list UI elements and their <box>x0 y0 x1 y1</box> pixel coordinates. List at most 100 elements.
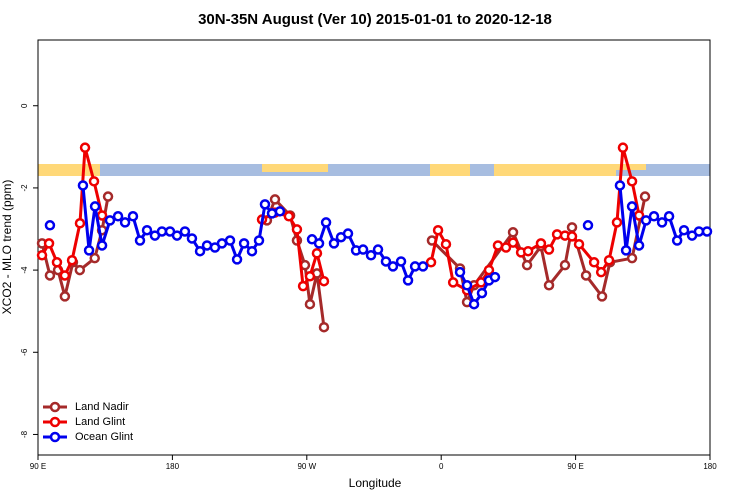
series-point <box>387 261 399 272</box>
series-point <box>291 224 303 235</box>
series-point <box>425 257 437 268</box>
series-point <box>311 248 323 259</box>
series-point <box>678 224 690 236</box>
series-point <box>633 240 645 251</box>
series-point <box>461 280 473 291</box>
series-point <box>96 240 108 251</box>
x-tick-label: 180 <box>166 462 180 471</box>
series-point <box>231 254 243 265</box>
series-point <box>614 180 626 191</box>
series-point <box>357 244 369 255</box>
series-point <box>380 256 392 267</box>
legend-label: Land Nadir <box>75 401 129 413</box>
series-point <box>297 280 309 292</box>
series-point <box>320 217 332 228</box>
series-point <box>476 287 488 299</box>
series-point <box>617 142 629 153</box>
series-point <box>566 222 578 233</box>
series-point <box>432 224 444 236</box>
series-point <box>88 176 100 187</box>
series-point <box>492 240 504 251</box>
series-point <box>417 261 429 272</box>
series-point <box>582 220 594 231</box>
series-point <box>134 235 146 246</box>
series-point <box>79 142 91 153</box>
series-point <box>507 237 519 248</box>
series-point <box>543 280 555 291</box>
series-point <box>224 235 236 246</box>
series-point <box>620 245 632 256</box>
legend-marker <box>49 431 61 443</box>
series-point <box>440 238 452 250</box>
y-tick-label: -8 <box>20 430 29 438</box>
series-point <box>588 257 600 268</box>
legend-marker <box>49 416 61 428</box>
series-point <box>112 211 124 222</box>
y-axis-label: XCO2 - MLO trend (ppm) <box>0 180 14 315</box>
series-point <box>89 252 100 264</box>
series-point <box>365 250 377 261</box>
series-point <box>640 215 652 226</box>
series-point <box>566 231 578 242</box>
x-axis-label: Longitude <box>349 476 402 490</box>
legend-label: Ocean Glint <box>75 431 133 443</box>
x-tick-label: 90 E <box>567 462 583 471</box>
series-point <box>573 238 585 250</box>
series-point <box>44 220 56 231</box>
series-point <box>89 201 101 212</box>
series-point <box>43 238 55 249</box>
series-point <box>559 259 571 271</box>
series-point <box>328 238 340 249</box>
series-point <box>342 228 354 239</box>
series-point <box>269 194 281 205</box>
series-point <box>639 191 651 202</box>
series-point <box>83 245 95 256</box>
y-tick-label: -6 <box>20 348 29 356</box>
series-point <box>246 245 258 257</box>
series-point <box>395 256 407 267</box>
series-point <box>580 270 592 281</box>
x-tick-label: 180 <box>703 462 717 471</box>
series-point <box>77 180 89 191</box>
series-point <box>104 215 116 226</box>
series-point <box>648 211 660 222</box>
series-point <box>216 238 228 249</box>
x-tick-label: 90 E <box>30 462 46 471</box>
series-point <box>313 238 325 249</box>
series-point <box>66 254 78 266</box>
series-point <box>318 275 330 287</box>
plot-frame <box>37 39 711 456</box>
series-point <box>626 176 638 187</box>
series-point <box>402 275 414 286</box>
series-point <box>283 211 295 222</box>
series-point <box>274 206 286 217</box>
series-point <box>304 271 316 282</box>
series-point <box>626 252 638 264</box>
series-point <box>595 266 607 278</box>
series-point <box>186 233 198 244</box>
chart-title: 30N-35N August (Ver 10) 2015-01-01 to 20… <box>198 11 552 28</box>
series-point <box>507 227 519 238</box>
series-point <box>59 270 71 281</box>
series-point <box>701 226 713 237</box>
x-tick-label: 0 <box>439 462 444 471</box>
series-point <box>74 218 86 229</box>
series-point <box>156 226 168 237</box>
series-point <box>194 245 206 257</box>
series-point <box>36 250 48 261</box>
series-point <box>656 217 668 228</box>
series-point <box>551 229 563 240</box>
series-point <box>483 264 495 276</box>
series-point <box>259 199 271 210</box>
series-point <box>447 277 459 288</box>
series-point <box>611 217 623 228</box>
legend-label: Land Glint <box>75 416 125 428</box>
series-point <box>500 242 512 253</box>
series-point <box>318 321 330 333</box>
series-point <box>96 210 108 221</box>
legend: Land Nadir Land Glint Ocean Glint <box>43 401 133 443</box>
series-point <box>596 291 608 302</box>
series-point <box>454 266 466 278</box>
series-point <box>304 298 316 310</box>
